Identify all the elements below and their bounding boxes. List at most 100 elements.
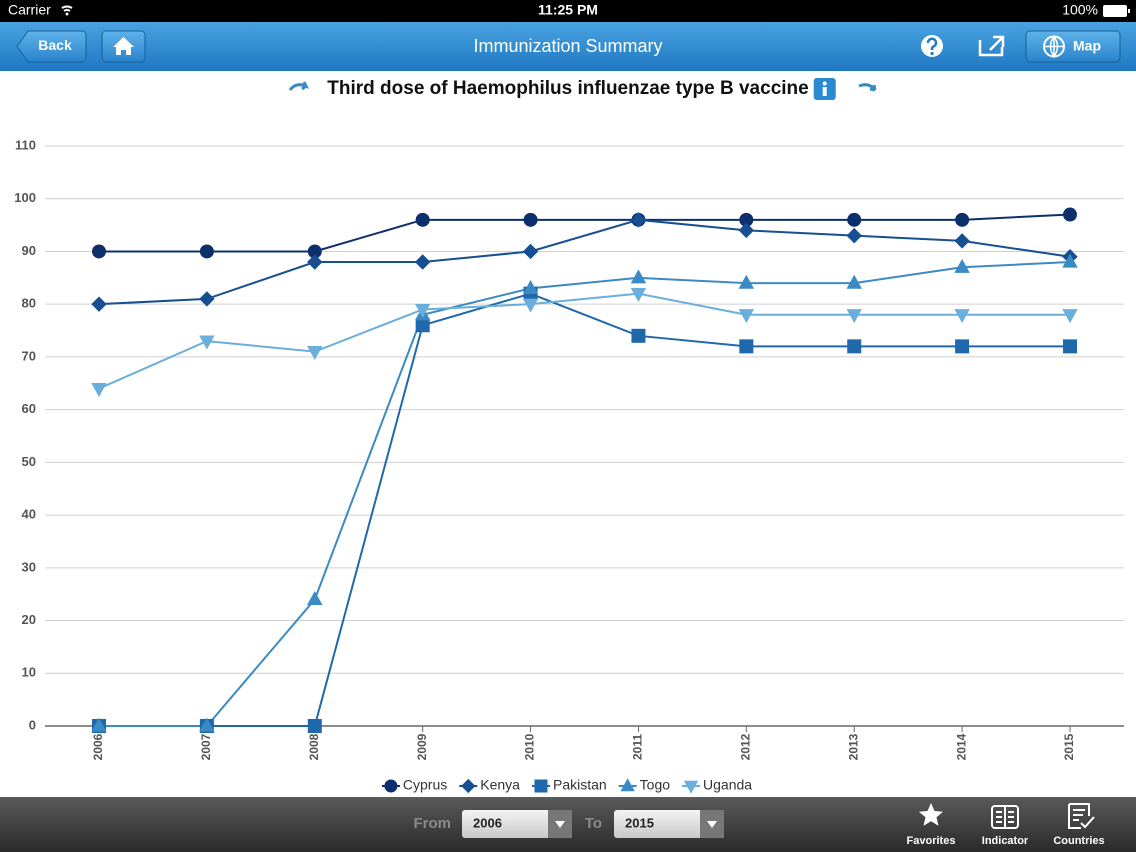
marker: [630, 288, 647, 303]
marker: [414, 254, 431, 270]
marker: [1063, 207, 1077, 222]
to-dropdown[interactable]: [614, 810, 724, 838]
chart-title: Third dose of Haemophilus influenzae typ…: [327, 78, 808, 99]
home-icon: [113, 37, 134, 55]
series-line: [98, 292, 1070, 390]
marker: [846, 274, 862, 289]
x-tick-label: 2006: [91, 733, 105, 760]
y-tick-label: 20: [22, 612, 36, 627]
tab-label[interactable]: Favorites: [907, 835, 956, 847]
countries-icon[interactable]: [1068, 803, 1095, 829]
from-label: From: [414, 815, 452, 832]
marker: [739, 339, 754, 354]
marker: [738, 309, 755, 324]
to-dropdown-arrow: [707, 821, 717, 828]
x-tick-label: 2009: [415, 733, 429, 760]
from-dropdown[interactable]: [462, 810, 572, 838]
tab-label[interactable]: Indicator: [982, 835, 1029, 847]
marker: [199, 244, 214, 259]
marker: [630, 269, 647, 284]
legend-label: Pakistan: [553, 777, 607, 793]
to-value: 2015: [625, 815, 654, 830]
share-button[interactable]: [978, 35, 1005, 57]
marker: [1062, 253, 1078, 268]
marker: [199, 717, 215, 732]
favorites-icon[interactable]: [919, 803, 943, 826]
marker: [847, 339, 862, 354]
x-tick-label: 2011: [631, 734, 645, 760]
marker: [307, 591, 323, 606]
y-tick-label: 30: [22, 559, 36, 574]
marker: [522, 298, 539, 313]
series-line: [99, 213, 1071, 253]
marker: [91, 717, 107, 732]
to-label: To: [585, 815, 602, 832]
legend-label: Uganda: [703, 777, 752, 793]
chart-background: [0, 71, 1136, 797]
y-tick-label: 70: [22, 348, 36, 363]
tab-label[interactable]: Countries: [1053, 835, 1104, 847]
map-label: Map: [1073, 38, 1101, 54]
prev-indicator[interactable]: [288, 81, 310, 91]
map-button[interactable]: [1025, 30, 1121, 63]
marker: [91, 382, 107, 397]
from-value: 2006: [473, 815, 502, 830]
series-line: [99, 292, 1070, 727]
back-button[interactable]: [16, 30, 87, 63]
marker: [738, 274, 755, 289]
x-tick-label: 2010: [523, 733, 537, 760]
from-dropdown-arrow: [555, 821, 565, 828]
marker: [307, 254, 323, 270]
marker: [92, 244, 106, 259]
legend-label: Kenya: [480, 777, 520, 793]
legend-label: Togo: [640, 777, 671, 793]
wifi-dot: [65, 12, 69, 16]
y-tick-label: 60: [22, 401, 36, 416]
marker: [199, 291, 215, 307]
marker: [1062, 309, 1078, 324]
marker: [620, 778, 635, 792]
marker: [91, 296, 107, 312]
battery-level: 100%: [1062, 2, 1098, 18]
marker: [739, 212, 754, 227]
marker: [846, 227, 862, 244]
y-tick-label: 40: [22, 507, 36, 522]
carrier: Carrier: [8, 2, 51, 18]
marker: [522, 279, 539, 294]
nav-title: Immunization Summary: [473, 36, 662, 56]
y-tick-label: 10: [22, 665, 36, 680]
plot: 0 10 20 30 40 50 60 70 80 90 100 110 2006 2007 2008 200…: [14, 137, 1124, 760]
help-icon: [926, 37, 938, 50]
marker: [199, 335, 215, 350]
battery-tip: [1128, 9, 1130, 13]
marker: [630, 212, 647, 228]
x-tick-label: 2013: [846, 733, 860, 760]
series-line: [99, 261, 1071, 727]
marker: [415, 212, 430, 227]
info-button[interactable]: [813, 78, 836, 100]
help-button[interactable]: [921, 35, 943, 57]
x-tick-label: 2012: [739, 733, 753, 760]
wifi-icon: [61, 5, 73, 12]
marker: [954, 258, 970, 273]
series-line: [98, 218, 1071, 306]
x-tick-label: 2015: [1062, 733, 1076, 760]
marker: [307, 346, 323, 361]
y-tick-label: 80: [22, 296, 36, 311]
marker: [847, 212, 862, 227]
back-label: Back: [38, 37, 72, 53]
marker: [414, 303, 431, 318]
legend-label: Cyprus: [403, 777, 447, 793]
x-tick-label: 2014: [954, 733, 968, 760]
next-indicator[interactable]: [858, 83, 877, 92]
nav-bar: [0, 22, 1136, 71]
marker: [954, 309, 970, 324]
legend: Cyprus Kenya Pakistan Togo Uganda: [381, 777, 752, 794]
marker: [1063, 339, 1077, 354]
marker: [955, 212, 970, 227]
x-tick-label: 2007: [199, 733, 213, 760]
y-tick-label: 50: [22, 454, 36, 469]
clock: 11:25 PM: [538, 2, 598, 18]
